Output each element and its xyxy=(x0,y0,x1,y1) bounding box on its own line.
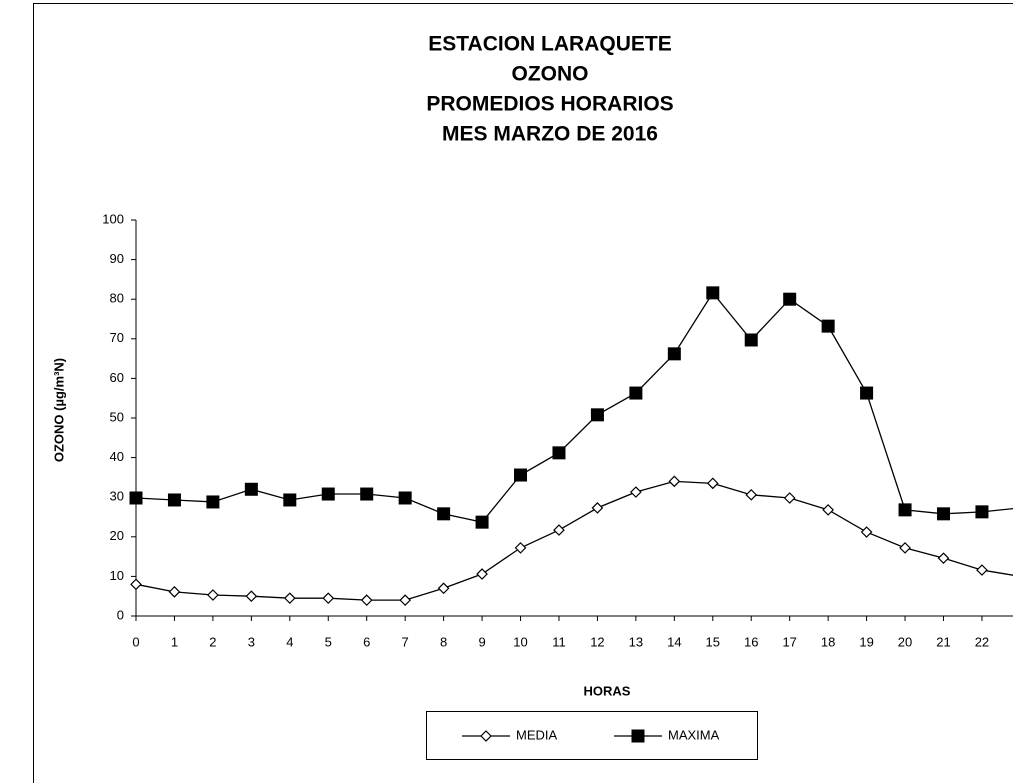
marker xyxy=(822,504,834,516)
y-tick-label: 80 xyxy=(110,291,124,306)
x-axis-title: HORAS xyxy=(584,683,631,698)
y-tick-label: 10 xyxy=(110,568,124,583)
x-tick-label: 15 xyxy=(706,634,720,649)
y-tick-label: 90 xyxy=(110,251,124,266)
x-tick-label: 12 xyxy=(590,634,604,649)
marker xyxy=(437,507,451,521)
marker xyxy=(668,475,681,488)
chart-title: OZONO xyxy=(512,63,589,86)
x-tick-label: 9 xyxy=(478,634,485,649)
marker xyxy=(744,333,758,347)
y-tick-label: 70 xyxy=(110,330,124,345)
marker xyxy=(553,524,565,536)
marker xyxy=(398,491,412,505)
marker xyxy=(783,292,797,306)
y-tick-label: 0 xyxy=(117,607,124,622)
marker xyxy=(860,526,873,538)
marker xyxy=(321,487,335,501)
x-tick-label: 6 xyxy=(363,634,370,649)
x-tick-label: 8 xyxy=(440,634,447,649)
x-tick-label: 10 xyxy=(513,634,527,649)
marker xyxy=(244,482,258,496)
legend-label: MAXIMA xyxy=(668,727,720,742)
marker xyxy=(706,286,720,300)
marker xyxy=(129,491,143,505)
y-tick-label: 60 xyxy=(110,370,124,385)
series-line xyxy=(135,480,1013,601)
marker xyxy=(860,386,874,400)
marker xyxy=(480,730,492,742)
marker xyxy=(631,729,645,743)
y-tick-label: 20 xyxy=(110,528,124,543)
x-tick-label: 0 xyxy=(132,634,139,649)
marker xyxy=(206,495,220,509)
y-axis-title: OZONO (µg/m³N) xyxy=(51,358,66,462)
marker xyxy=(783,492,796,504)
marker xyxy=(590,408,604,422)
marker xyxy=(975,505,989,519)
marker xyxy=(399,594,412,607)
legend-label: MEDIA xyxy=(516,727,558,742)
chart-title: ESTACION LARAQUETE xyxy=(428,33,671,56)
marker xyxy=(591,502,604,514)
x-tick-label: 3 xyxy=(248,634,255,649)
marker xyxy=(167,493,181,507)
x-tick-label: 17 xyxy=(782,634,796,649)
y-tick-label: 100 xyxy=(102,211,124,226)
y-tick-label: 50 xyxy=(110,409,124,424)
marker xyxy=(937,552,950,565)
marker xyxy=(168,585,181,598)
marker xyxy=(630,486,642,498)
series-line xyxy=(135,291,1013,523)
marker xyxy=(745,488,758,501)
x-tick-label: 19 xyxy=(859,634,873,649)
chart-frame xyxy=(33,3,1013,783)
x-tick-label: 7 xyxy=(402,634,409,649)
marker xyxy=(898,503,912,517)
marker xyxy=(629,386,643,400)
y-tick-label: 40 xyxy=(110,449,124,464)
x-tick-label: 2 xyxy=(209,634,216,649)
chart-title: PROMEDIOS HORARIOS xyxy=(426,93,673,116)
marker xyxy=(360,487,374,501)
marker xyxy=(821,319,835,333)
x-tick-label: 21 xyxy=(936,634,950,649)
marker xyxy=(552,446,566,460)
marker xyxy=(667,347,681,361)
x-tick-label: 18 xyxy=(821,634,835,649)
marker xyxy=(245,590,258,603)
marker xyxy=(207,589,219,601)
x-tick-label: 14 xyxy=(667,634,681,649)
x-tick-label: 5 xyxy=(325,634,332,649)
marker xyxy=(899,542,911,554)
marker xyxy=(283,493,297,507)
marker xyxy=(476,568,488,580)
x-tick-label: 16 xyxy=(744,634,758,649)
marker xyxy=(936,507,950,521)
x-tick-label: 11 xyxy=(552,634,566,649)
x-tick-label: 20 xyxy=(898,634,912,649)
marker xyxy=(283,592,296,605)
marker xyxy=(130,578,142,591)
x-tick-label: 22 xyxy=(975,634,989,649)
y-tick-label: 30 xyxy=(110,489,124,504)
marker xyxy=(706,477,719,490)
marker xyxy=(360,594,373,607)
chart-title: MES MARZO DE 2016 xyxy=(442,123,658,146)
marker xyxy=(976,564,988,576)
x-tick-label: 13 xyxy=(629,634,643,649)
x-tick-label: 1 xyxy=(171,634,178,649)
marker xyxy=(475,515,489,529)
x-tick-label: 4 xyxy=(286,634,293,649)
marker xyxy=(437,582,450,595)
marker xyxy=(322,592,335,605)
marker xyxy=(514,468,528,482)
marker xyxy=(514,542,527,554)
